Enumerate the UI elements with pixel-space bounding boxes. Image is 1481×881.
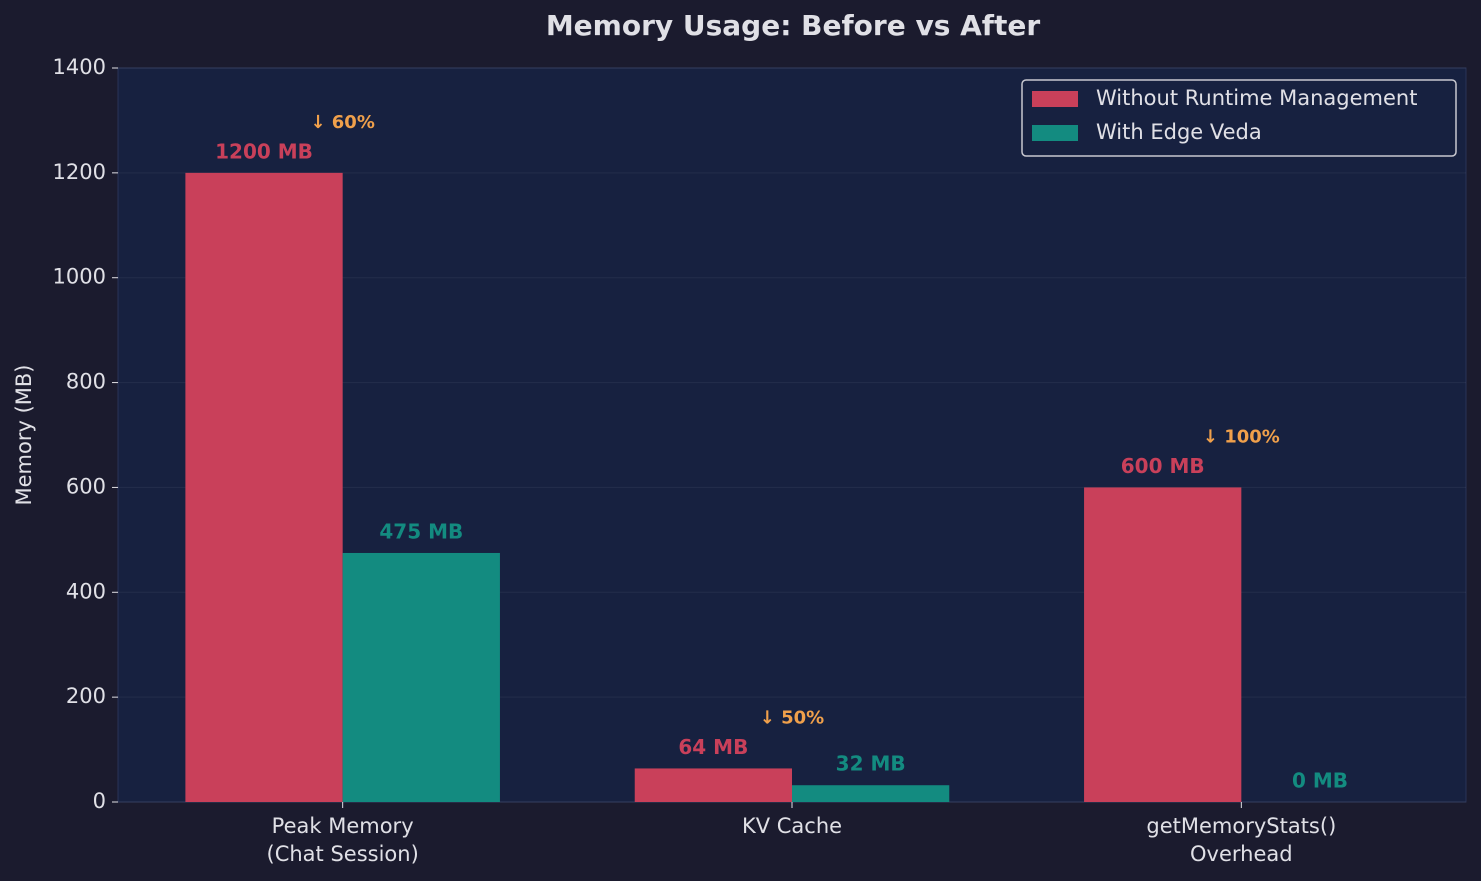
bar <box>185 172 343 802</box>
y-tick-label: 400 <box>66 579 106 603</box>
value-label: 64 MB <box>678 735 748 759</box>
legend-swatch <box>1032 125 1078 141</box>
y-tick-label: 600 <box>66 474 106 498</box>
annotation: ↓ 60% <box>310 112 374 133</box>
x-tick-label: KV Cache <box>741 814 843 838</box>
y-tick-label: 0 <box>93 789 106 813</box>
legend-box <box>1021 79 1457 157</box>
legend-swatch <box>1032 91 1078 107</box>
bar <box>1084 487 1242 802</box>
y-tick-label: 800 <box>66 370 106 394</box>
x-tick-label: getMemoryStats() Overhead <box>1146 814 1337 866</box>
annotation: ↓ 50% <box>760 707 824 728</box>
y-axis-label: Memory (MB) <box>12 365 36 506</box>
bar <box>634 768 792 802</box>
y-tick-label: 1200 <box>53 160 106 184</box>
y-tick-label: 1000 <box>53 265 106 289</box>
annotation: ↓ 100% <box>1203 426 1280 447</box>
value-label: 0 MB <box>1292 769 1348 793</box>
legend-label: Without Runtime Management <box>1096 86 1417 110</box>
bar <box>792 785 950 802</box>
value-label: 32 MB <box>836 752 906 776</box>
chart-title: Memory Usage: Before vs After <box>546 9 1041 42</box>
x-tick-label: Peak Memory (Chat Session) <box>266 814 419 866</box>
legend-label: With Edge Veda <box>1096 120 1262 144</box>
y-tick-label: 200 <box>66 684 106 708</box>
y-tick-label: 1400 <box>53 55 106 79</box>
value-label: 1200 MB <box>215 139 313 163</box>
value-label: 600 MB <box>1121 454 1205 478</box>
value-label: 475 MB <box>379 519 463 543</box>
bar <box>342 552 500 802</box>
